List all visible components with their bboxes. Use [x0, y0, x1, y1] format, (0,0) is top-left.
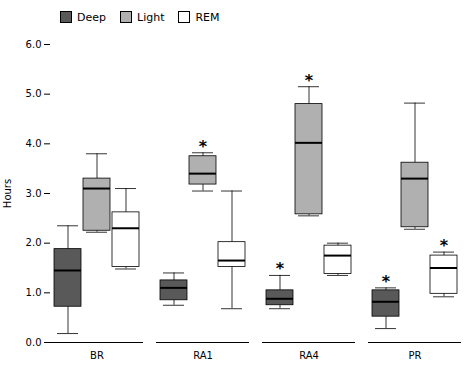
svg-text:2.0: 2.0: [26, 237, 42, 248]
svg-text:*: *: [382, 272, 391, 291]
svg-text:*: *: [276, 259, 285, 278]
svg-text:BR: BR: [90, 350, 104, 361]
svg-text:6.0: 6.0: [26, 39, 42, 50]
svg-text:PR: PR: [409, 350, 422, 361]
svg-text:1.0: 1.0: [26, 287, 42, 298]
svg-text:RA4: RA4: [299, 350, 319, 361]
svg-text:3.0: 3.0: [26, 188, 42, 199]
svg-text:0.0: 0.0: [26, 337, 42, 348]
svg-text:*: *: [199, 137, 208, 156]
svg-text:4.0: 4.0: [26, 138, 42, 149]
svg-text:*: *: [440, 236, 449, 255]
svg-text:*: *: [305, 71, 314, 90]
svg-text:RA1: RA1: [193, 350, 213, 361]
html-text:REM: REM: [195, 10, 220, 24]
html-text:Light: Light: [137, 10, 165, 24]
svg-text:5.0: 5.0: [26, 88, 42, 99]
svg-text:Hours: Hours: [2, 179, 13, 208]
html-text:Deep: Deep: [77, 10, 106, 24]
